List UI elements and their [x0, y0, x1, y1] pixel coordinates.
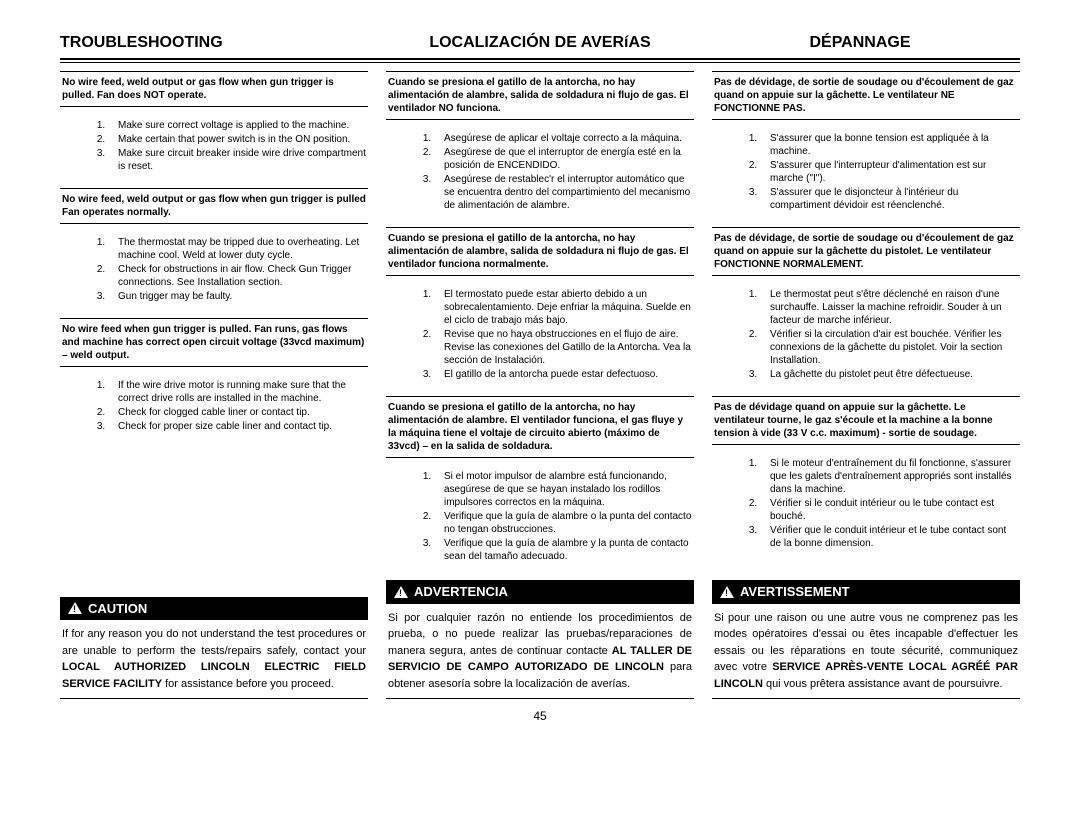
step-item: If the wire drive motor is running make … [108, 379, 368, 405]
column-fr: Pas de dévidage, de sortie de soudage ou… [712, 71, 1020, 699]
steps-list: Make sure correct voltage is applied to … [60, 119, 368, 174]
steps-list: Si el motor impulsor de alambre está fun… [386, 470, 694, 564]
warning-triangle-icon [720, 586, 734, 598]
problem-title: Pas de dévidage, de sortie de soudage ou… [714, 232, 1018, 271]
step-item: Vérifier si le conduit intérieur ou le t… [760, 497, 1020, 523]
spacer [712, 559, 1020, 572]
problem-block: Cuando se presiona el gatillo de la anto… [386, 396, 694, 458]
content-columns: No wire feed, weld output or gas flow wh… [60, 71, 1020, 699]
step-item: Make sure circuit breaker inside wire dr… [108, 147, 368, 173]
step-item: Asegúrese de que el interruptor de energ… [434, 146, 694, 172]
problem-title: Cuando se presiona el gatillo de la anto… [388, 401, 692, 453]
caution-label-text: CAUTION [88, 600, 147, 618]
caution-label: CAUTION [60, 597, 368, 621]
avertissement-post: qui vous prêtera assistance avant de pou… [763, 678, 1003, 690]
steps-list: S'assurer que la bonne tension est appli… [712, 132, 1020, 213]
column-en: No wire feed, weld output or gas flow wh… [60, 71, 368, 699]
problem-title: No wire feed, weld output or gas flow wh… [62, 193, 366, 219]
step-item: Si el motor impulsor de alambre está fun… [434, 470, 694, 509]
step-item: Gun trigger may be faulty. [108, 290, 368, 303]
step-item: Check for proper size cable liner and co… [108, 420, 368, 433]
caution-pre: If for any reason you do not understand … [62, 628, 366, 657]
step-item: Asegúrese de aplicar el voltaje correcto… [434, 132, 694, 145]
avertissement-label-text: AVERTISSEMENT [740, 583, 850, 601]
step-item: Revise que no haya obstrucciones en el f… [434, 328, 694, 367]
header-fr: DÉPANNAGE [700, 30, 1020, 58]
header-rule [60, 62, 1020, 63]
step-item: Verifique que la guía de alambre y la pu… [434, 537, 694, 563]
step-item: Vérifier si la circulation d'air est bou… [760, 328, 1020, 367]
caution-post: for assistance before you proceed. [162, 678, 334, 690]
problem-block: No wire feed, weld output or gas flow wh… [60, 188, 368, 224]
problem-title: Pas de dévidage, de sortie de soudage ou… [714, 76, 1018, 115]
steps-list: Si le moteur d'entraînement du fil fonct… [712, 457, 1020, 551]
column-es: Cuando se presiona el gatillo de la anto… [386, 71, 694, 699]
caution-text: If for any reason you do not understand … [60, 620, 368, 699]
steps-list: Le thermostat peut s'être déclenché en r… [712, 288, 1020, 382]
spacer [60, 442, 368, 589]
step-item: Check for clogged cable liner or contact… [108, 406, 368, 419]
warning-triangle-icon [68, 602, 82, 614]
warning-triangle-icon [394, 586, 408, 598]
advertencia-label-text: ADVERTENCIA [414, 583, 508, 601]
step-item: Le thermostat peut s'être déclenché en r… [760, 288, 1020, 327]
advertencia-label: ADVERTENCIA [386, 580, 694, 604]
steps-list: Asegúrese de aplicar el voltaje correcto… [386, 132, 694, 213]
problem-title: Pas de dévidage quand on appuie sur la g… [714, 401, 1018, 440]
problem-title: Cuando se presiona el gatillo de la anto… [388, 232, 692, 271]
step-item: Asegúrese de restablec'r el interruptor … [434, 173, 694, 212]
steps-list: If the wire drive motor is running make … [60, 379, 368, 434]
avertissement-text: Si pour une raison ou une autre vous ne … [712, 604, 1020, 700]
problem-block: Pas de dévidage, de sortie de soudage ou… [712, 71, 1020, 120]
step-item: La gâchette du pistolet peut être défect… [760, 368, 1020, 381]
problem-block: No wire feed when gun trigger is pulled.… [60, 318, 368, 367]
section-headers: TROUBLESHOOTING LOCALIZACIÓN DE AVERíAS … [60, 30, 1020, 60]
step-item: Make sure correct voltage is applied to … [108, 119, 368, 132]
problem-block: Pas de dévidage, de sortie de soudage ou… [712, 227, 1020, 276]
steps-list: The thermostat may be tripped due to ove… [60, 236, 368, 304]
problem-block: Pas de dévidage quand on appuie sur la g… [712, 396, 1020, 445]
advertencia-text: Si por cualquier razón no entiende los p… [386, 604, 694, 700]
header-en: TROUBLESHOOTING [60, 30, 380, 58]
step-item: S'assurer que le disjoncteur à l'intérie… [760, 186, 1020, 212]
problem-title: No wire feed when gun trigger is pulled.… [62, 323, 366, 362]
step-item: El termostato puede estar abierto debido… [434, 288, 694, 327]
problem-title: No wire feed, weld output or gas flow wh… [62, 76, 366, 102]
step-item: Vérifier que le conduit intérieur et le … [760, 524, 1020, 550]
avertissement-label: AVERTISSEMENT [712, 580, 1020, 604]
page-number: 45 [60, 709, 1020, 723]
step-item: The thermostat may be tripped due to ove… [108, 236, 368, 262]
problem-block: No wire feed, weld output or gas flow wh… [60, 71, 368, 107]
steps-list: El termostato puede estar abierto debido… [386, 288, 694, 382]
header-es: LOCALIZACIÓN DE AVERíAS [380, 30, 700, 58]
step-item: El gatillo de la antorcha puede estar de… [434, 368, 694, 381]
step-item: Verifique que la guía de alambre o la pu… [434, 510, 694, 536]
step-item: Make certain that power switch is in the… [108, 133, 368, 146]
step-item: S'assurer que la bonne tension est appli… [760, 132, 1020, 158]
problem-block: Cuando se presiona el gatillo de la anto… [386, 71, 694, 120]
problem-title: Cuando se presiona el gatillo de la anto… [388, 76, 692, 115]
step-item: Check for obstructions in air flow. Chec… [108, 263, 368, 289]
step-item: Si le moteur d'entraînement du fil fonct… [760, 457, 1020, 496]
problem-block: Cuando se presiona el gatillo de la anto… [386, 227, 694, 276]
step-item: S'assurer que l'interrupteur d'alimentat… [760, 159, 1020, 185]
